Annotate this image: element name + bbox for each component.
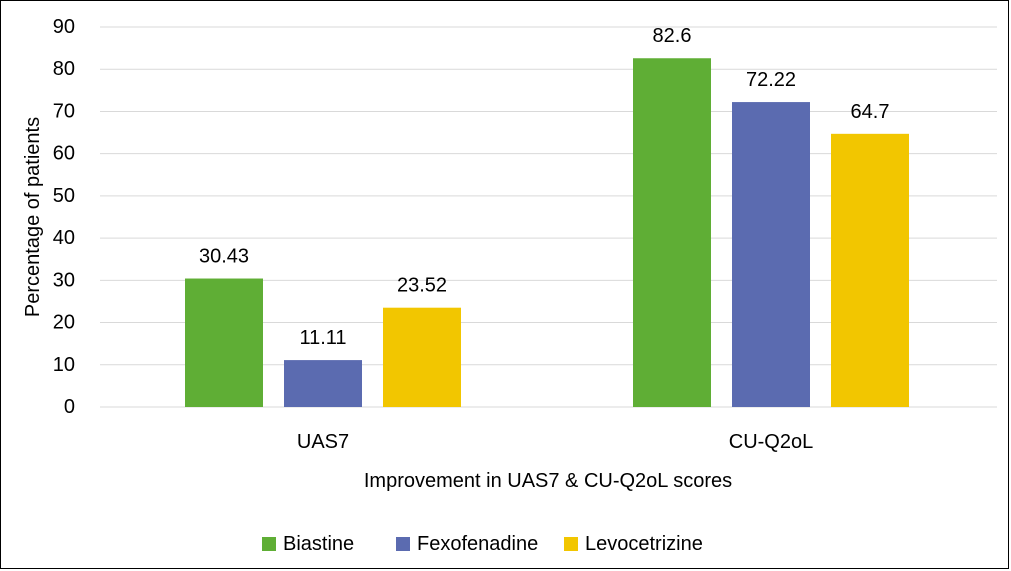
y-tick-label: 0 — [64, 396, 75, 418]
legend-label-levocetrizine: Levocetrizine — [585, 533, 703, 555]
legend: Biastine Fexofenadine Levocetrizine — [262, 533, 703, 555]
y-tick-label: 10 — [53, 354, 75, 376]
legend-swatch-biastine — [262, 537, 276, 551]
bar-levocetrizine-cu-q2ol — [831, 133, 909, 408]
bar-fexofenadine-cu-q2ol — [732, 102, 810, 408]
bar-fexofenadine-uas7 — [284, 360, 362, 407]
legend-swatch-levocetrizine — [564, 537, 578, 551]
y-tick-label: 20 — [53, 312, 75, 334]
data-label: 11.11 — [299, 327, 346, 349]
legend-label-fexofenadine: Fexofenadine — [417, 533, 538, 555]
y-tick-label: 40 — [53, 227, 75, 249]
bar-biastine-uas7 — [185, 278, 263, 407]
data-labels: 30.43 11.11 23.52 82.6 72.22 64.7 — [199, 25, 890, 349]
y-axis-title: Percentage of patients — [22, 117, 44, 317]
x-axis-title: Improvement in UAS7 & CU-Q2oL scores — [364, 470, 732, 492]
data-label: 23.52 — [397, 275, 447, 297]
legend-label-biastine: Biastine — [283, 533, 354, 555]
x-tick-labels: UAS7 CU-Q2oL — [297, 431, 813, 453]
x-tick-label: CU-Q2oL — [729, 431, 813, 453]
y-tick-labels: 0 10 20 30 40 50 60 70 80 90 — [53, 16, 75, 418]
y-tick-label: 70 — [53, 100, 75, 122]
legend-swatch-fexofenadine — [396, 537, 410, 551]
bars — [185, 58, 909, 408]
y-tick-label: 30 — [53, 269, 75, 291]
bar-biastine-cu-q2ol — [633, 58, 711, 407]
data-label: 82.6 — [653, 25, 692, 47]
bar-levocetrizine-uas7 — [383, 307, 461, 407]
y-tick-label: 60 — [53, 143, 75, 165]
y-tick-label: 50 — [53, 185, 75, 207]
data-label: 30.43 — [199, 246, 249, 268]
data-label: 72.22 — [746, 69, 796, 91]
data-label: 64.7 — [851, 101, 890, 123]
y-tick-label: 80 — [53, 58, 75, 80]
y-tick-label: 90 — [53, 16, 75, 38]
x-tick-label: UAS7 — [297, 431, 349, 453]
